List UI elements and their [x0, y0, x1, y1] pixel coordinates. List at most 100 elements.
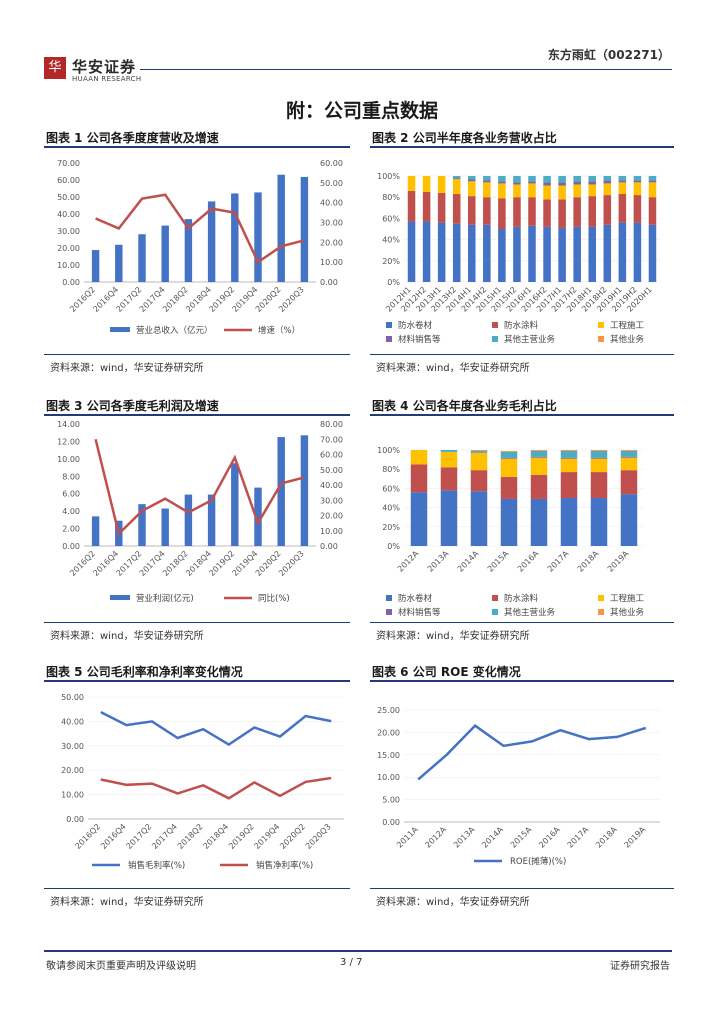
fig2-source: 资料来源：wind，华安证券研究所 [376, 363, 530, 374]
bar [207, 201, 216, 282]
legend-swatch [598, 609, 604, 615]
y2-axis-tick-label: 50.00 [320, 179, 343, 188]
stack-segment [560, 498, 578, 546]
stack-segment [410, 492, 428, 546]
stack-segment [573, 197, 581, 227]
stack-segment [528, 176, 536, 182]
stack-segment [603, 180, 612, 184]
stack-segment [452, 179, 461, 195]
stack-segment [588, 181, 596, 185]
stack-segment [560, 450, 578, 451]
stack-segment [558, 182, 566, 186]
fig3-source-rule [44, 622, 350, 623]
stack-segment [648, 182, 657, 198]
bar [161, 508, 169, 546]
stack-segment [410, 464, 428, 493]
stack-segment [500, 458, 518, 477]
bar [207, 494, 216, 546]
legend-label: 材料销售等 [398, 607, 441, 618]
bar [161, 225, 169, 282]
bar [115, 244, 123, 282]
growth-line [95, 193, 305, 265]
y-axis-tick-label: 14.00 [57, 420, 80, 429]
y-axis-tick-label: 30.00 [61, 742, 84, 751]
stack-segment [530, 498, 548, 546]
fig1-title-rule [44, 146, 350, 148]
legend-label: 工程施工 [610, 593, 645, 604]
y2-axis-tick-label: 50.00 [320, 466, 343, 475]
stack-segment [543, 185, 551, 200]
stack-segment [498, 181, 506, 184]
bar [300, 176, 309, 282]
x-axis-category-label: 2015A [486, 549, 511, 574]
bar [184, 219, 193, 282]
y2-axis-tick-label: 20.00 [320, 512, 343, 521]
stack-segment [440, 451, 458, 468]
bar [277, 437, 285, 546]
stack-segment [422, 191, 431, 222]
stack-segment [530, 474, 548, 499]
stack-segment [440, 490, 458, 546]
footer-disclaimer: 敬请参阅末页重要声明及评级说明 [46, 961, 196, 972]
y2-axis-tick-label: 80.00 [320, 420, 343, 429]
stack-segment [410, 450, 428, 465]
legend-label: 防水卷材 [398, 320, 433, 331]
legend-label: ROE(摊薄)(%) [510, 856, 566, 867]
stack-segment [590, 472, 608, 498]
stack-segment [618, 182, 627, 195]
bar [184, 494, 193, 546]
stack-segment [483, 182, 491, 198]
stack-segment [560, 472, 578, 498]
stack-segment [573, 184, 581, 198]
stack-segment [528, 197, 536, 226]
y-axis-tick-label: 12.00 [57, 437, 80, 446]
fig4-source-rule [370, 622, 674, 623]
y-axis-tick-label: 70.00 [57, 159, 80, 168]
y-axis-tick-label: 30.00 [57, 227, 80, 236]
y-axis-tick-label: 50.00 [57, 193, 80, 202]
stack-segment [633, 182, 642, 196]
fig5-title: 图表 5 公司毛利率和净利率变化情况 [46, 665, 243, 679]
x-axis-category-label: 2018A [594, 825, 619, 850]
fig3-title-rule [44, 414, 350, 416]
stack-segment [620, 450, 638, 457]
stack-segment [470, 452, 488, 471]
x-axis-category-label: 2018Q4 [201, 822, 230, 851]
series-line [100, 776, 332, 800]
fig4-title: 图表 4 公司各年度各业务毛利占比 [372, 399, 557, 413]
fig3-source: 资料来源：wind，华安证券研究所 [50, 631, 204, 642]
stack-segment [558, 176, 566, 183]
y2-axis-tick-label: 40.00 [320, 481, 343, 490]
stack-segment [560, 450, 578, 458]
legend-label-bar: 营业总收入（亿元） [136, 325, 213, 336]
stack-segment [633, 176, 642, 181]
stack-segment [452, 176, 461, 179]
stack-segment [422, 176, 431, 192]
bar [300, 435, 309, 546]
stack-segment [500, 498, 518, 546]
y-axis-tick-label: 20% [382, 523, 400, 532]
x-axis-category-label: 2016A [516, 549, 541, 574]
stack-segment [558, 199, 566, 228]
stack-segment [468, 179, 476, 182]
y-axis-tick-label: 0.00 [62, 542, 80, 551]
x-axis-category-label: 2016A [537, 825, 562, 850]
x-axis-category-label: 2016Q4 [99, 822, 128, 851]
x-axis-category-label: 2020Q2 [278, 822, 307, 851]
fig5-chart: 0.00 10.00 20.00 30.00 40.00 50.00 销售毛利率(%) 销售净… [61, 693, 344, 871]
stack-segment [498, 198, 506, 229]
y-axis-tick-label: 20% [382, 257, 400, 266]
legend-label: 材料销售等 [398, 334, 441, 345]
stack-segment [483, 224, 491, 282]
stack-segment [648, 176, 657, 181]
x-axis-category-label: 2019A [623, 825, 648, 850]
x-axis-category-label: 2013A [452, 825, 477, 850]
fig6-source-rule [370, 888, 674, 889]
legend-swatch [386, 322, 392, 328]
y-axis-tick-label: 10.00 [377, 773, 400, 782]
y-axis-tick-label: 40.00 [57, 210, 80, 219]
fig5-title-rule [44, 680, 350, 682]
stack-segment [530, 450, 548, 457]
stack-segment [528, 183, 536, 198]
header-divider [140, 69, 672, 70]
